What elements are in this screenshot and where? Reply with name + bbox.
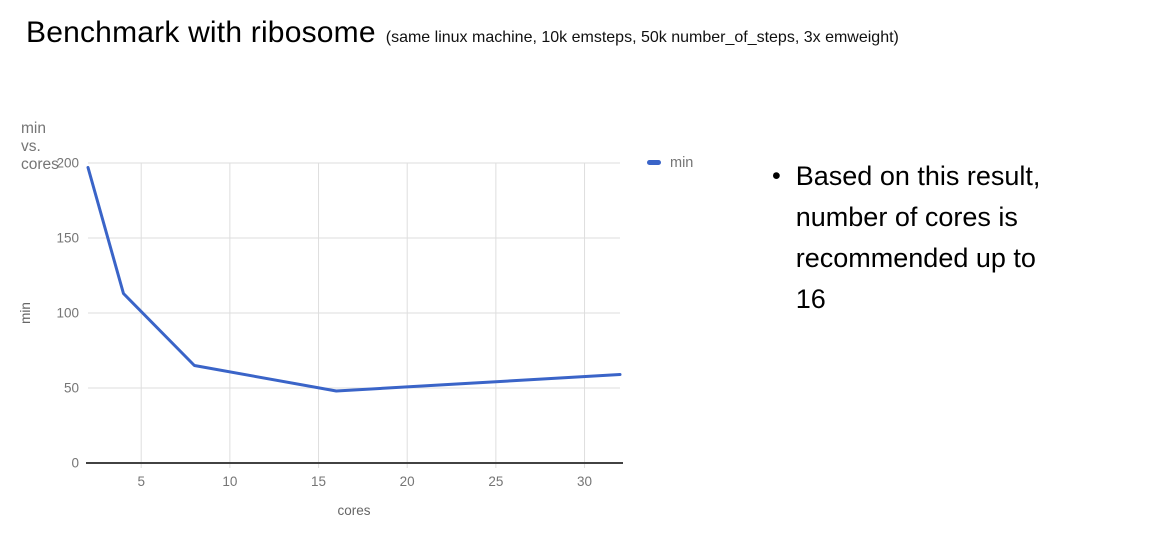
x-tick-label: 15 [311, 474, 326, 489]
y-tick-label: 50 [64, 381, 79, 396]
y-axis-title: min [18, 302, 33, 324]
y-tick-label: 150 [56, 231, 79, 246]
x-tick-label: 25 [488, 474, 503, 489]
x-tick-label: 5 [137, 474, 145, 489]
legend-label: min [670, 155, 693, 171]
page-title-text: Benchmark with ribosome [26, 16, 376, 49]
legend-swatch [647, 160, 661, 165]
conclusion-text: Based on this result, number of cores is… [795, 161, 1041, 314]
line-chart-svg: 0 50 100 150 200 5 10 15 20 25 30 cores min min [18, 155, 693, 518]
x-tick-label: 10 [222, 474, 237, 489]
bullet-icon: • [772, 162, 781, 190]
series-line-min [86, 166, 622, 393]
page-title: Benchmark with ribosome (same linux machi… [26, 13, 899, 50]
x-tick-label: 30 [577, 474, 592, 489]
x-tick-label: 20 [400, 474, 415, 489]
x-axis-title: cores [337, 503, 370, 518]
y-tick-label: 100 [56, 306, 79, 321]
y-tick-label: 0 [71, 456, 79, 471]
conclusion-note: • Based on this result, number of cores … [772, 156, 1088, 320]
chart-title: min vs. cores [21, 120, 59, 173]
page-subtitle: (same linux machine, 10k emsteps, 50k nu… [385, 29, 899, 46]
y-tick-label: 200 [56, 156, 79, 171]
